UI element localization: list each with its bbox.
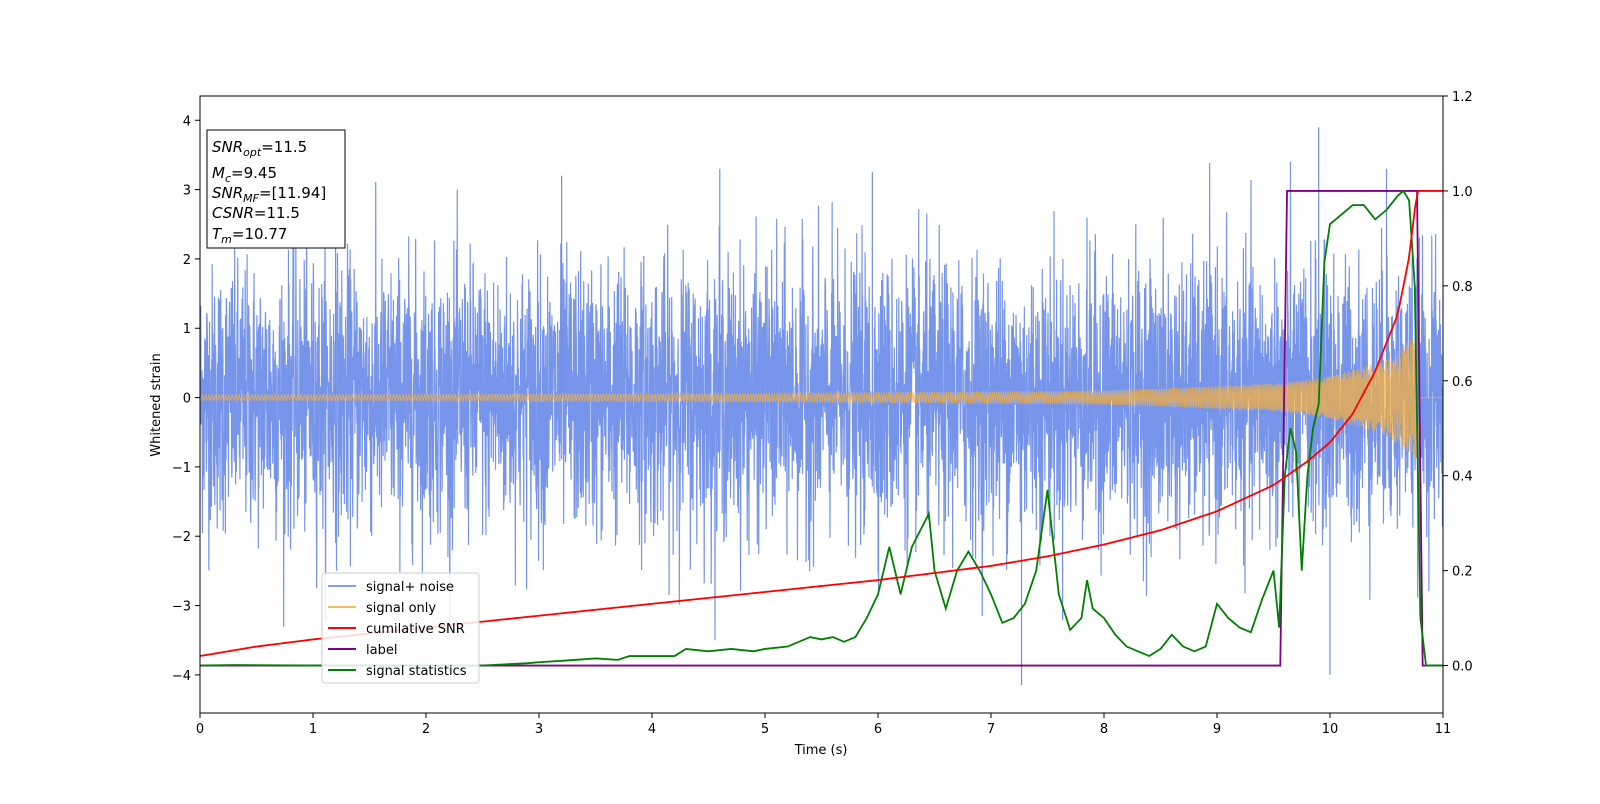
y-tick-label-left: 4 xyxy=(183,114,191,129)
x-tick-label: 6 xyxy=(874,722,882,737)
y-axis-left: −4 −3 −2 −1 0 1 2 3 4 xyxy=(172,114,200,684)
y-tick-label-right: 1.2 xyxy=(1452,90,1473,105)
x-tick-label: 7 xyxy=(987,722,995,737)
y-tick-label-right: 0.8 xyxy=(1452,280,1473,295)
y-tick-label-left: 0 xyxy=(183,392,191,407)
y-tick-label-right: 0.6 xyxy=(1452,375,1473,390)
y-tick-label-left: 3 xyxy=(183,184,191,199)
info-annotation: SNRopt=11.5 Mc=9.45SNRMF=[11.94]CSNR=11.5… xyxy=(206,129,346,249)
y-tick-label-left: 1 xyxy=(183,322,191,337)
legend-entry: cumilative SNR xyxy=(366,622,465,637)
x-tick-label: 9 xyxy=(1213,722,1221,737)
x-axis: 0 1 2 3 4 5 6 7 8 9 10 11 xyxy=(196,713,1451,737)
annotation-line: SNRMF=[11.94] xyxy=(212,184,326,205)
annotation-line: Tm=10.77 xyxy=(212,225,287,246)
y-tick-label-right: 0.0 xyxy=(1452,660,1473,675)
legend-entry: signal statistics xyxy=(366,664,467,679)
series-signal-noise xyxy=(200,161,1443,641)
annotation-line: CSNR=11.5 xyxy=(212,204,300,222)
plot-frame xyxy=(199,95,1444,714)
annotation-frame xyxy=(206,129,346,249)
series-signal-only xyxy=(200,337,1443,458)
legend-entry: label xyxy=(366,643,397,658)
x-tick-label: 5 xyxy=(761,722,769,737)
series-signal-statistics xyxy=(200,189,1443,667)
x-tick-label: 11 xyxy=(1435,722,1452,737)
legend-entry: signal+ noise xyxy=(366,580,454,595)
y-tick-label-right: 1.0 xyxy=(1452,185,1473,200)
annotation-line: Mc=9.45 xyxy=(212,164,277,185)
x-tick-label: 0 xyxy=(196,722,204,737)
legend-entry: signal only xyxy=(366,601,436,616)
x-tick-label: 10 xyxy=(1322,722,1339,737)
x-axis-label: Time (s) xyxy=(794,743,848,758)
x-tick-label: 8 xyxy=(1100,722,1108,737)
y-tick-label-left: −2 xyxy=(172,530,191,545)
y-axis-right: 0.0 0.2 0.4 0.6 0.8 1.0 1.2 xyxy=(1443,90,1473,675)
annotation-line: SNRopt=11.5 xyxy=(212,138,307,159)
y-axis-label: Whitened strain xyxy=(149,353,164,456)
y-tick-label-right: 0.2 xyxy=(1452,565,1473,580)
y-tick-label-right: 0.4 xyxy=(1452,470,1473,485)
y-tick-label-left: 2 xyxy=(183,253,191,268)
x-tick-label: 1 xyxy=(309,722,317,737)
y-tick-label-left: −4 xyxy=(172,669,191,684)
y-tick-label-left: −3 xyxy=(172,600,191,615)
y-tick-label-left: −1 xyxy=(172,461,191,476)
legend-frame xyxy=(321,572,480,684)
x-tick-label: 4 xyxy=(648,722,656,737)
x-tick-label: 2 xyxy=(422,722,430,737)
legend: signal+ noise signal only cumilative SNR la… xyxy=(321,572,480,684)
x-tick-label: 3 xyxy=(535,722,543,737)
